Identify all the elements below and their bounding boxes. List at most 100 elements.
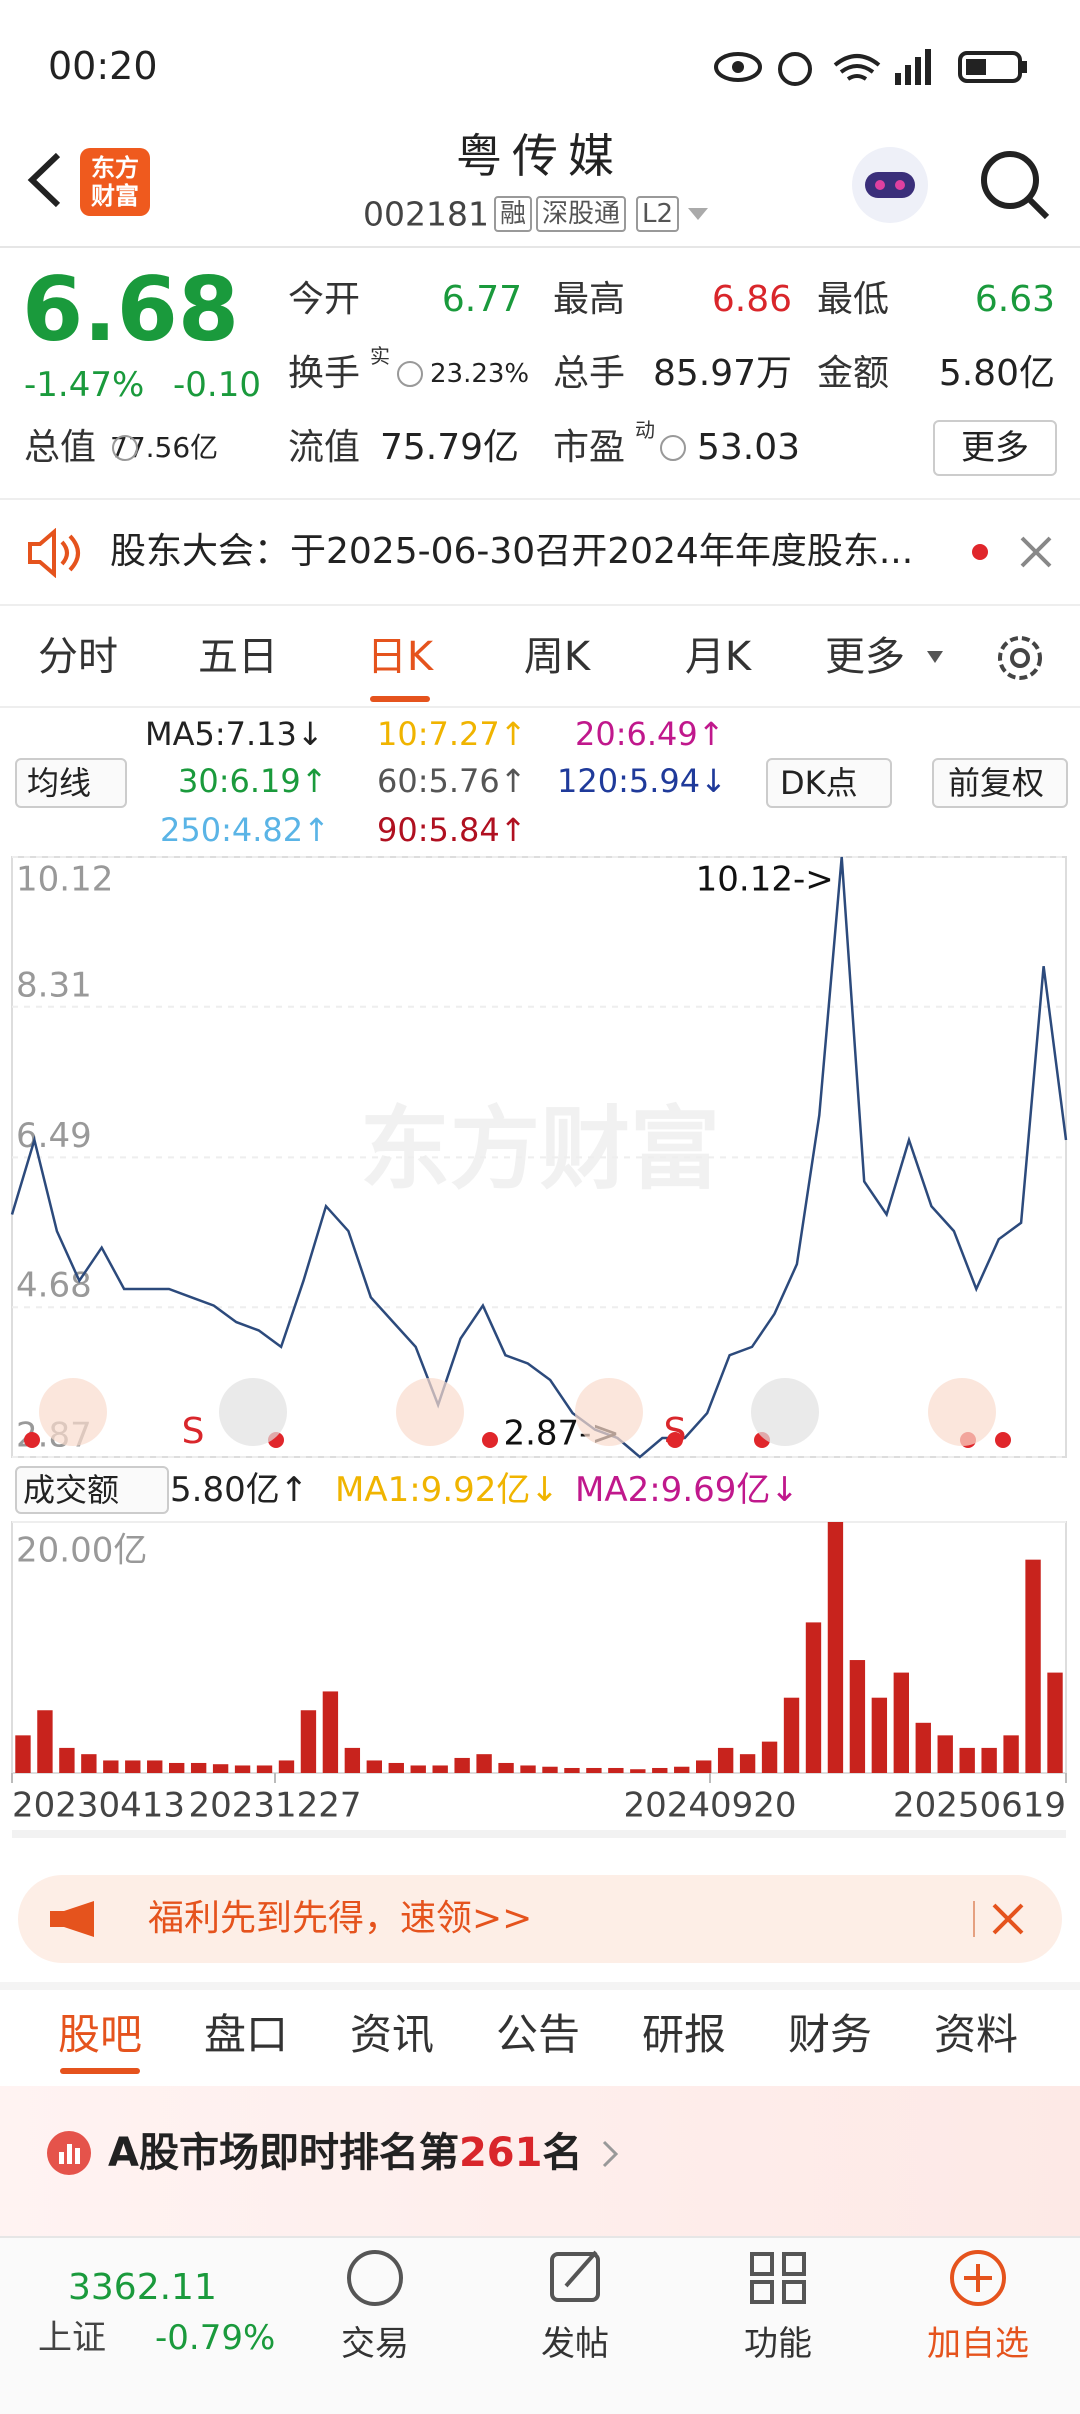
chart-tab[interactable]: 日K	[366, 634, 434, 680]
volume-bar	[805, 1622, 822, 1773]
field-value: 6.63	[974, 279, 1055, 320]
y-tick-label: 20.00亿	[16, 1531, 147, 1571]
field-value: 75.79亿	[380, 427, 520, 468]
close-button[interactable]	[1018, 534, 1054, 570]
chart-control[interactable]	[575, 1378, 643, 1446]
chart-control[interactable]	[39, 1378, 107, 1446]
x-tick-label: 20240920	[623, 1786, 796, 1826]
robot-icon[interactable]	[845, 140, 935, 230]
volume-bar	[278, 1760, 295, 1773]
notice-text: 股东大会：于2025-06-30召开2024年年度股东...	[110, 531, 914, 572]
volume-bar	[893, 1672, 909, 1773]
ranking-card[interactable]: A股市场即时排名第261名	[0, 2086, 1080, 2238]
section-tab[interactable]: 盘口	[203, 2010, 289, 2059]
index-change[interactable]: -0.79%	[155, 2318, 276, 2358]
volume-bar	[410, 1765, 426, 1773]
info-icon[interactable]	[397, 361, 423, 387]
nav-item[interactable]: 交易	[341, 2324, 409, 2364]
banner-close[interactable]	[990, 1901, 1026, 1937]
tag: L2	[636, 196, 680, 232]
field-sup: 实	[370, 344, 390, 368]
chart-control[interactable]	[751, 1378, 819, 1446]
chart-control[interactable]	[219, 1378, 287, 1446]
more-label: 更多	[961, 428, 1029, 468]
section-tab[interactable]: 公告	[495, 2010, 581, 2059]
back-button[interactable]	[20, 150, 70, 210]
y-tick-label: 4.68	[16, 1266, 92, 1306]
chart-tab[interactable]: 更多	[825, 634, 905, 680]
ma-selector[interactable]: 均线	[15, 758, 127, 808]
adjust-button[interactable]: 前复权	[932, 758, 1068, 808]
volume-bar	[1003, 1735, 1019, 1773]
volume-bar	[586, 1767, 602, 1773]
volume-bar	[1025, 1559, 1041, 1773]
volume-bar	[190, 1762, 207, 1773]
change: -0.10	[173, 365, 261, 405]
info-icon[interactable]	[112, 435, 138, 461]
volume-bar	[608, 1767, 624, 1773]
section-tab[interactable]: 股吧	[57, 2010, 143, 2059]
last-price: 6.68	[22, 258, 240, 361]
volume-bar	[344, 1747, 361, 1773]
chart-tab[interactable]: 五日	[198, 634, 278, 680]
adjust-label: 前复权	[948, 764, 1045, 802]
volume-selector[interactable]: 成交额	[15, 1466, 169, 1514]
chart-tab[interactable]: 月K	[684, 634, 752, 680]
status-icons	[714, 49, 1027, 86]
field-value: 85.97万	[652, 353, 792, 394]
index-name[interactable]: 上证	[38, 2318, 106, 2358]
volume-bar	[366, 1760, 382, 1773]
settings-button[interactable]	[990, 628, 1050, 688]
volume-bar	[652, 1767, 668, 1773]
chart-tab[interactable]: 分时	[38, 634, 118, 680]
section-tab[interactable]: 资料	[933, 2010, 1019, 2059]
nav-item[interactable]: 加自选	[927, 2324, 1029, 2364]
section-tab[interactable]: 资讯	[349, 2010, 435, 2059]
y-tick-label: 10.12	[16, 860, 113, 900]
ma-value: MA5:7.13↓	[145, 715, 324, 753]
logo: 东方 财富	[80, 148, 150, 216]
index-value[interactable]: 3362.11	[68, 2267, 217, 2308]
signal-dot	[24, 1432, 40, 1448]
volume-current: 5.80亿↑	[170, 1470, 309, 1510]
volume-bar	[212, 1764, 229, 1773]
field-label: 今开	[288, 279, 361, 320]
field-label: 最高	[553, 279, 626, 320]
volume-bar	[454, 1757, 470, 1773]
volume-bar	[59, 1747, 75, 1773]
more-button[interactable]: 更多	[933, 420, 1057, 476]
field-label: 总值	[24, 427, 97, 468]
search-button[interactable]	[975, 145, 1055, 225]
dropdown-arrow[interactable]	[686, 204, 710, 224]
divider	[0, 246, 1080, 248]
notice-bar[interactable]: 股东大会：于2025-06-30召开2024年年度股东...	[0, 498, 1080, 606]
volume-bar	[630, 1769, 646, 1773]
section-tab[interactable]: 研报	[641, 2010, 727, 2059]
volume-bar	[739, 1754, 756, 1773]
ma-value: 10:7.27↑	[377, 715, 527, 753]
megaphone-icon	[50, 1901, 94, 1937]
ma-selector-label: 均线	[27, 764, 92, 802]
promo-banner[interactable]: 福利先到先得，速领>>	[18, 1875, 1062, 1963]
speaker-icon	[28, 528, 80, 578]
volume-bar	[81, 1754, 97, 1773]
section-tab[interactable]: 财务	[787, 2010, 873, 2059]
chart-control[interactable]	[396, 1378, 464, 1446]
ma-value: 30:6.19↑	[178, 762, 328, 800]
nav-item[interactable]: 功能	[744, 2324, 812, 2364]
chart-control[interactable]	[928, 1378, 996, 1446]
nav-item[interactable]: 发帖	[541, 2324, 609, 2364]
ma-value: 20:6.49↑	[575, 715, 725, 753]
volume-bar	[15, 1735, 31, 1773]
volume-bar	[256, 1765, 273, 1773]
logo-text: 东方	[91, 154, 139, 182]
volume-bar	[147, 1760, 163, 1773]
chart-tab[interactable]: 周K	[523, 634, 591, 680]
ma-value: 60:5.76↑	[377, 762, 527, 800]
tab-underline	[370, 696, 430, 702]
ranking-number: 261	[458, 2130, 543, 2176]
volume-bar	[937, 1735, 953, 1773]
info-icon[interactable]	[660, 435, 686, 461]
dk-button[interactable]: DK点	[766, 758, 892, 808]
watermark: 东方财富	[360, 1097, 720, 1202]
